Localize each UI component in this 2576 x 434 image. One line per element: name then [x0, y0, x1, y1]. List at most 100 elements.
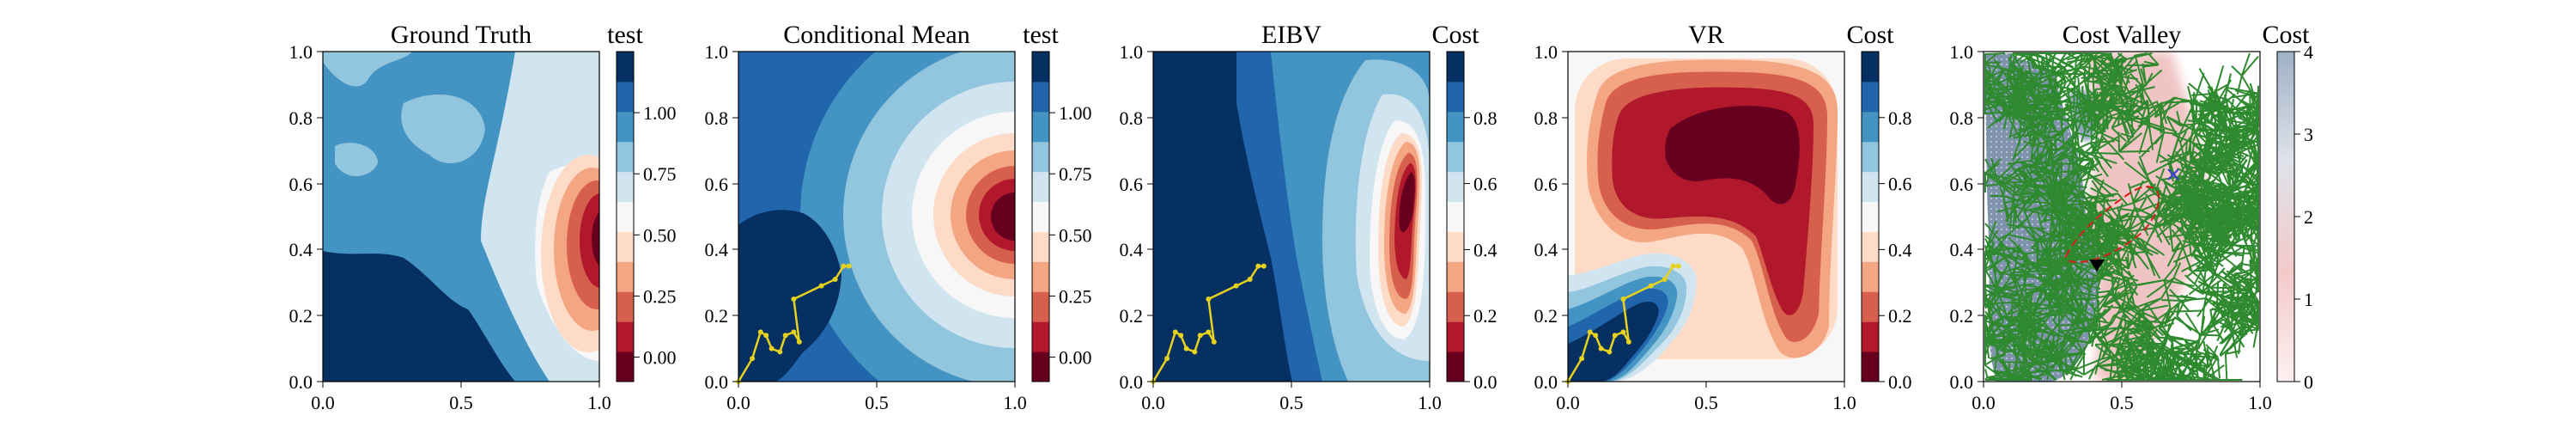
- colorbar-level: [1032, 351, 1049, 382]
- colorbar-levels: [617, 52, 634, 382]
- tree-edge: [2005, 362, 2036, 363]
- sampling-point: [1588, 329, 1593, 334]
- colorbar-tick-label: 0.50: [1059, 224, 1092, 246]
- sampling-point: [1670, 264, 1675, 269]
- tree-edge: [2220, 151, 2221, 167]
- panel-conditional-mean: Conditional Mean 0.0 0.5 1: [705, 0, 1230, 430]
- y-tick-label: 0.2: [1120, 305, 1144, 327]
- x-ticks: 0.0 0.5 1.0: [1971, 382, 2272, 413]
- sampling-point: [1234, 284, 1239, 289]
- colorbar-level: [1032, 142, 1049, 172]
- tree-edge: [2199, 197, 2224, 198]
- colorbar-level: [617, 261, 634, 291]
- colorbar-tick-label: 0: [2304, 371, 2313, 393]
- colorbar-level: [1032, 321, 1049, 351]
- y-tick-label: 0.6: [289, 174, 313, 195]
- sampling-point: [1579, 356, 1584, 361]
- y-tick-label: 0.0: [1120, 371, 1144, 393]
- x-tick-label: 0.0: [1141, 392, 1165, 413]
- colorbar-levels: [1862, 52, 1879, 382]
- colorbar-level: [1862, 112, 1879, 142]
- sampling-point: [847, 264, 852, 269]
- colorbar-level: [1447, 112, 1464, 142]
- y-tick-label: 0.6: [1120, 174, 1144, 195]
- y-tick-label: 0.2: [705, 305, 729, 327]
- sampling-point: [1620, 296, 1625, 302]
- panel-title: Cost Valley: [2063, 21, 2182, 49]
- colorbar-level: [1862, 52, 1879, 82]
- colorbar-level: [1862, 351, 1879, 382]
- y-tick-label: 0.8: [705, 107, 729, 129]
- colorbar-title: Cost: [2262, 21, 2310, 49]
- colorbar-level: [617, 172, 634, 202]
- x-ticks: 0.0 0.5 1.0: [1141, 382, 1442, 413]
- y-ticks: 0.0 0.2 0.4 0.6 0.8 1.0: [1950, 41, 1984, 393]
- tree-edge: [2030, 228, 2045, 229]
- panel-ground-truth: Ground Truth 0.0 0.5 1.0: [289, 21, 677, 413]
- colorbar-tick-label: 1: [2304, 289, 2313, 310]
- tree-edge: [2012, 292, 2013, 317]
- panel-eibv: EIBV 0.0 0.5 1.0: [1120, 21, 1498, 413]
- tree-edge: [2039, 131, 2059, 132]
- y-tick-label: 0.0: [705, 371, 729, 393]
- y-tick-label: 0.4: [1120, 239, 1144, 260]
- y-tick-label: 0.2: [289, 305, 313, 327]
- sampling-point: [1248, 277, 1253, 282]
- colorbar-level: [1862, 142, 1879, 172]
- y-tick-label: 0.6: [705, 174, 729, 195]
- y-tick-label: 0.4: [1950, 239, 1974, 260]
- y-ticks: 0.0 0.2 0.4 0.6 0.8 1.0: [1534, 41, 1569, 393]
- tree-edge: [1985, 53, 2005, 54]
- colorbar-title: Cost: [1431, 21, 1479, 49]
- sampling-point: [783, 333, 788, 338]
- colorbar-level: [617, 321, 634, 351]
- x-tick-label: 1.0: [587, 392, 611, 413]
- sampling-point: [763, 333, 769, 338]
- panel-title: VR: [1688, 21, 1724, 49]
- colorbar: test 0.000.250.500.751.00: [1023, 21, 1091, 382]
- colorbar-level: [1032, 261, 1049, 291]
- y-tick-label: 0.4: [289, 239, 313, 260]
- colorbar-tick-label: 4: [2304, 41, 2313, 63]
- x-tick-label: 0.0: [1971, 392, 1996, 413]
- y-tick-label: 1.0: [705, 41, 729, 63]
- x-tick-label: 0.5: [449, 392, 473, 413]
- sampling-point: [1676, 264, 1681, 269]
- x-tick-label: 0.5: [2110, 392, 2134, 413]
- colorbar-level: [1447, 321, 1464, 351]
- y-tick-label: 1.0: [1120, 41, 1144, 63]
- y-tick-label: 0.2: [1950, 305, 1974, 327]
- sampling-point: [1662, 277, 1668, 282]
- y-tick-label: 0.8: [289, 107, 313, 129]
- colorbar-level: [1862, 82, 1879, 112]
- y-tick-label: 1.0: [289, 41, 313, 63]
- y-ticks: 0.0 0.2 0.4 0.6 0.8 1.0: [1120, 41, 1154, 393]
- sampling-point: [750, 356, 755, 361]
- tree-edge: [2119, 151, 2150, 152]
- tree-edge: [2200, 335, 2220, 336]
- x-ticks: 0.0 0.5 1.0: [311, 382, 611, 413]
- colorbar-tick-label: 0.6: [1888, 174, 1912, 195]
- y-tick-label: 0.2: [1534, 305, 1558, 327]
- y-tick-label: 0.0: [289, 371, 313, 393]
- colorbar-level: [1862, 321, 1879, 351]
- colorbar-level: [1447, 261, 1464, 291]
- colorbar-level: [1032, 172, 1049, 202]
- sampling-point: [1255, 264, 1261, 269]
- tree-edge: [2118, 131, 2119, 151]
- tree-edge: [2161, 300, 2180, 301]
- colorbar-level: [1032, 82, 1049, 112]
- x-tick-label: 0.0: [311, 392, 335, 413]
- colorbar-level: [617, 231, 634, 261]
- sampling-point: [769, 346, 775, 351]
- colorbar-tick-label: 0.75: [643, 163, 677, 185]
- tree-edge: [2195, 130, 2214, 131]
- y-tick-label: 0.6: [1950, 174, 1974, 195]
- x-tick-label: 0.5: [865, 392, 889, 413]
- colorbar-gradient: [2277, 52, 2294, 382]
- panel-vr: VR 0.0 0.5 1.0: [1534, 21, 1912, 413]
- x-tick-label: 1.0: [2248, 392, 2272, 413]
- colorbar-level: [1032, 52, 1049, 82]
- colorbar-level: [1447, 291, 1464, 321]
